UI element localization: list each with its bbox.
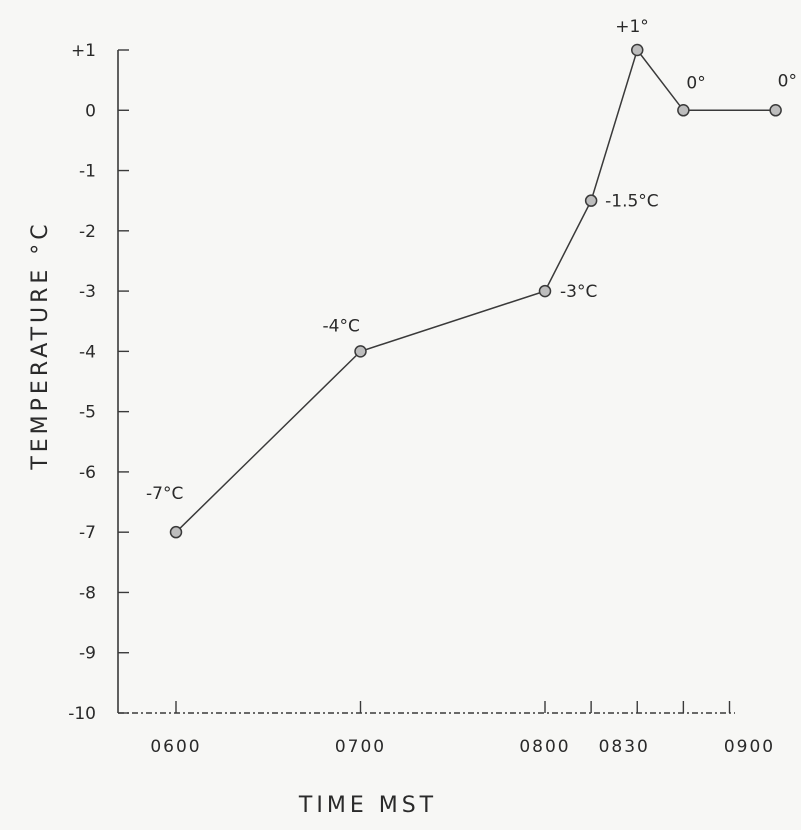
data-label: 0° <box>778 71 797 91</box>
ticks-layer: +1 0 -1 -2 -3 -4 -5 -6 -7 -8 -9 -10 0600 0700 0800 0830… <box>68 41 775 757</box>
data-point <box>538 284 552 298</box>
x-axis-title: TIME MST <box>298 793 437 818</box>
x-tick-label: 0800 <box>519 737 570 757</box>
y-axis-title: TEMPERATURE °C <box>28 220 53 470</box>
y-tick-label: -9 <box>79 644 96 664</box>
data-labels-layer: -7°C -4°C -3°C -1.5°C +1° 0° 0° <box>146 17 797 504</box>
x-tick-label: 0830 <box>599 737 650 757</box>
y-tick-label: -4 <box>79 342 96 362</box>
y-tick-label: -5 <box>79 403 96 423</box>
points-layer <box>169 43 782 539</box>
data-point <box>169 525 183 539</box>
y-tick-label: +1 <box>71 41 96 61</box>
y-tick-label: -3 <box>79 282 96 302</box>
data-label: +1° <box>615 17 649 37</box>
data-label: -1.5°C <box>605 192 659 212</box>
y-tick-label: -10 <box>68 704 96 724</box>
x-tick-label: 0600 <box>150 737 201 757</box>
data-label: -3°C <box>560 282 597 302</box>
y-tick-label: 0 <box>85 101 96 121</box>
x-tick-label: 0700 <box>335 737 386 757</box>
y-tick-label: -7 <box>79 523 96 543</box>
data-label: 0° <box>686 73 705 93</box>
data-point <box>584 194 598 207</box>
data-point <box>769 104 782 117</box>
y-tick-label: -6 <box>79 463 96 483</box>
data-point <box>354 345 367 358</box>
data-label: -4°C <box>323 316 360 336</box>
y-tick-label: -1 <box>79 162 96 182</box>
axes-layer <box>117 50 735 714</box>
data-point <box>631 43 644 57</box>
x-tick-label: 0900 <box>724 737 775 757</box>
data-point <box>677 104 690 117</box>
temperature-series-line <box>175 48 776 533</box>
data-label: -7°C <box>146 484 183 504</box>
y-tick-label: -8 <box>79 583 96 603</box>
series-layer <box>175 48 776 533</box>
y-tick-label: -2 <box>79 222 96 242</box>
